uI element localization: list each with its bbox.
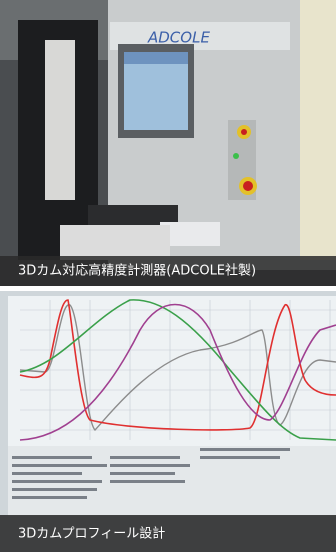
decor: [110, 472, 175, 475]
caption: 3Dカム対応高精度計測器(ADCOLE社製): [18, 263, 256, 279]
machine-sign: ADCOLE: [147, 29, 210, 47]
decor: [60, 225, 170, 260]
decor: [12, 488, 97, 491]
decor: [243, 181, 253, 191]
decor: [110, 480, 185, 483]
decor: [200, 456, 280, 459]
decor: [45, 40, 75, 200]
page-canvas: ADCOLE 3Dカム対応高精度計測器(ADCOLE社製): [0, 0, 336, 552]
decor: [124, 52, 188, 64]
decor: [241, 129, 247, 135]
decor: [12, 464, 107, 467]
decor: [200, 448, 290, 451]
decor: [8, 296, 336, 446]
decor: [12, 472, 82, 475]
decor: [110, 464, 190, 467]
decor: [12, 496, 87, 499]
decor: [300, 0, 336, 260]
decor: [12, 456, 92, 459]
page: {"photos": [ {"caption": "3Dカム対応高精度計測器(A…: [0, 0, 336, 552]
caption: 3Dカムプロフィール設計: [18, 526, 165, 542]
machine-photo: ADCOLE 3Dカム対応高精度計測器(ADCOLE社製): [0, 0, 336, 286]
decor: [110, 456, 180, 459]
profile-photo: 3Dカムプロフィール設計: [0, 291, 336, 552]
decor: [12, 480, 102, 483]
decor: [233, 153, 239, 159]
